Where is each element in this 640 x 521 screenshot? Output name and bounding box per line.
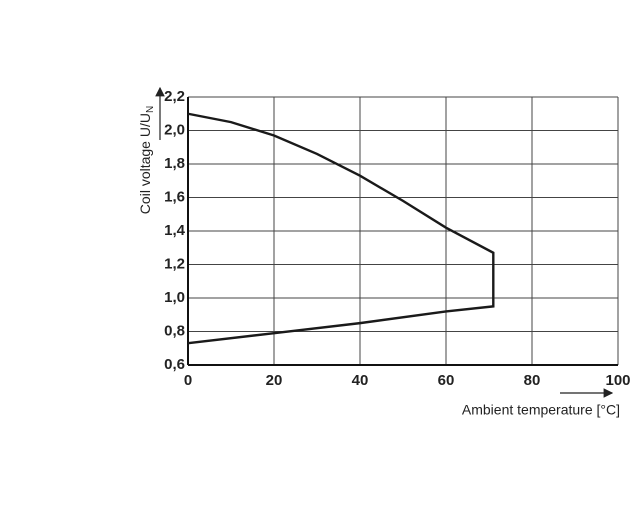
y-axis-label-subscript: N <box>145 106 156 113</box>
x-tick-label: 20 <box>266 372 283 389</box>
y-tick-label: 1,0 <box>164 289 185 306</box>
x-tick-label: 80 <box>524 372 541 389</box>
y-tick-label: 2,0 <box>164 121 185 138</box>
y-tick-label: 0,6 <box>164 356 185 373</box>
y-tick-label: 1,8 <box>164 155 185 172</box>
x-tick-label: 100 <box>605 372 630 389</box>
x-tick-label: 60 <box>438 372 455 389</box>
curve <box>187 112 495 345</box>
y-tick-label: 0,8 <box>164 322 185 339</box>
y-axis-label: Coil voltage U/UN <box>137 106 156 214</box>
y-tick-label: 1,2 <box>164 255 185 272</box>
x-tick-label: 40 <box>352 372 369 389</box>
y-tick-label: 2,2 <box>164 88 185 105</box>
x-tick-label: 0 <box>184 372 192 389</box>
y-tick-label: 1,4 <box>164 222 186 239</box>
y-tick-label: 1,6 <box>164 188 185 205</box>
x-axis-label: Ambient temperature [°C] <box>462 402 620 418</box>
y-axis-label-text: Coil voltage U/U <box>137 113 153 214</box>
